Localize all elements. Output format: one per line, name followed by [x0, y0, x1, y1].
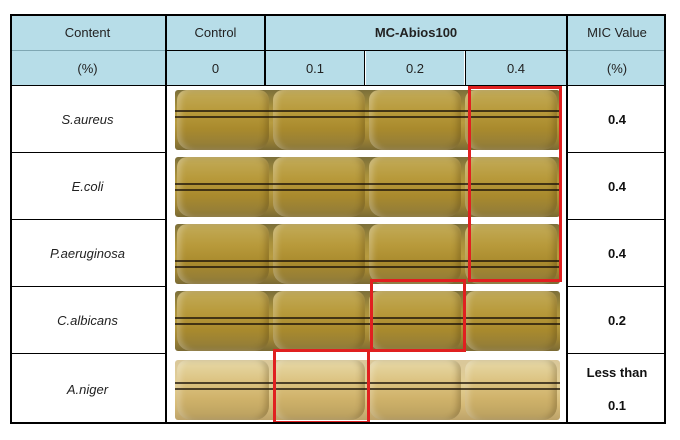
meniscus-line — [175, 260, 560, 262]
mic-value: 0.2 — [607, 312, 627, 328]
mic-value-s-aureus: 0.4 — [568, 86, 666, 152]
tube — [465, 360, 557, 420]
tube — [273, 90, 365, 150]
tube — [273, 157, 365, 217]
row-separator — [568, 286, 666, 287]
content-unit: (%) — [77, 60, 98, 76]
meniscus-line — [175, 317, 560, 319]
header-content: Content — [10, 14, 165, 50]
row-separator — [10, 152, 165, 153]
row-separator — [568, 219, 666, 220]
tube — [273, 224, 365, 284]
header-content-unit: (%) — [10, 51, 165, 85]
row-separator — [10, 219, 165, 220]
tube — [369, 157, 461, 217]
tube — [177, 224, 269, 284]
table-border-bottom — [10, 422, 666, 424]
table-border-right — [664, 14, 666, 424]
table-border-top — [10, 14, 666, 16]
tube — [369, 224, 461, 284]
mic-value-c-albicans: 0.2 — [568, 287, 666, 353]
header-mid-line — [167, 50, 566, 51]
row-separator — [10, 286, 165, 287]
tube — [273, 360, 365, 420]
meniscus-line — [175, 266, 560, 268]
tube — [465, 157, 557, 217]
header-mic-unit: (%) — [568, 51, 666, 85]
tube — [369, 360, 461, 420]
conc-label-3: 0.4 — [506, 60, 526, 76]
table-border-left — [10, 14, 12, 424]
meniscus-line — [175, 116, 560, 118]
tube-photo-c-albicans — [175, 291, 560, 351]
row-label-c-albicans: C.albicans — [57, 312, 118, 328]
row-separator — [568, 353, 666, 354]
mic-table: Content (%) Control 0 MC-Abios100 0.1 0.… — [10, 14, 666, 424]
header-mic: MIC Value — [568, 14, 666, 50]
tube-photo-e-coli — [175, 157, 560, 217]
header-conc-0: 0 — [167, 51, 264, 85]
mic-value-line1: Less than — [586, 365, 648, 380]
mic-value-p-aeruginosa: 0.4 — [568, 220, 666, 286]
mic-value-line2: 0.1 — [607, 398, 627, 413]
tube-photo-s-aureus — [175, 90, 560, 150]
mic-value-a-niger: Less than 0.1 — [568, 354, 666, 424]
column-separator — [264, 14, 266, 86]
mic-highlight-box-01 — [273, 349, 370, 424]
mic-value: 0.4 — [607, 245, 627, 261]
header-group: MC-Abios100 — [266, 14, 566, 50]
content-label: Content — [64, 24, 111, 40]
row-label-p-aeruginosa: P.aeruginosa — [50, 245, 125, 261]
control-label: Control — [194, 24, 237, 40]
column-separator — [465, 51, 466, 86]
tube — [465, 291, 557, 351]
mic-unit: (%) — [606, 60, 628, 76]
conc-label-1: 0.1 — [305, 60, 325, 76]
meniscus-line — [175, 110, 560, 112]
tube — [273, 291, 365, 351]
column-separator — [566, 14, 568, 424]
tube-photo-p-aeruginosa — [175, 224, 560, 284]
conc-label-0: 0 — [211, 60, 220, 76]
tube — [177, 360, 269, 420]
header-control: Control — [167, 14, 264, 50]
mic-value-e-coli: 0.4 — [568, 153, 666, 219]
group-label: MC-Abios100 — [374, 24, 458, 40]
mic-highlight-box-04 — [468, 86, 562, 282]
column-separator — [165, 14, 167, 424]
meniscus-line — [175, 189, 560, 191]
tube — [465, 224, 557, 284]
header-mid-line — [10, 50, 165, 51]
tube — [177, 157, 269, 217]
meniscus-line — [175, 323, 560, 325]
row-label-a-niger: A.niger — [66, 381, 109, 397]
column-separator — [364, 51, 365, 86]
row-separator — [568, 152, 666, 153]
row-label-s-aureus: S.aureus — [61, 111, 114, 127]
header-conc-3: 0.4 — [466, 51, 566, 85]
tube — [465, 90, 557, 150]
tube — [177, 291, 269, 351]
mic-label: MIC Value — [587, 24, 647, 40]
tube — [369, 90, 461, 150]
header-conc-2: 0.2 — [366, 51, 464, 85]
conc-label-2: 0.2 — [405, 60, 425, 76]
mic-value: 0.4 — [607, 178, 627, 194]
header-bottom-line — [10, 85, 666, 86]
mic-value: 0.4 — [607, 111, 627, 127]
row-label-e-coli: E.coli — [71, 178, 104, 194]
tube — [177, 90, 269, 150]
row-separator — [10, 353, 165, 354]
header-conc-1: 0.1 — [266, 51, 364, 85]
mic-highlight-box-02 — [370, 279, 466, 352]
header-mid-line — [568, 50, 666, 51]
tube — [369, 291, 461, 351]
meniscus-line — [175, 183, 560, 185]
